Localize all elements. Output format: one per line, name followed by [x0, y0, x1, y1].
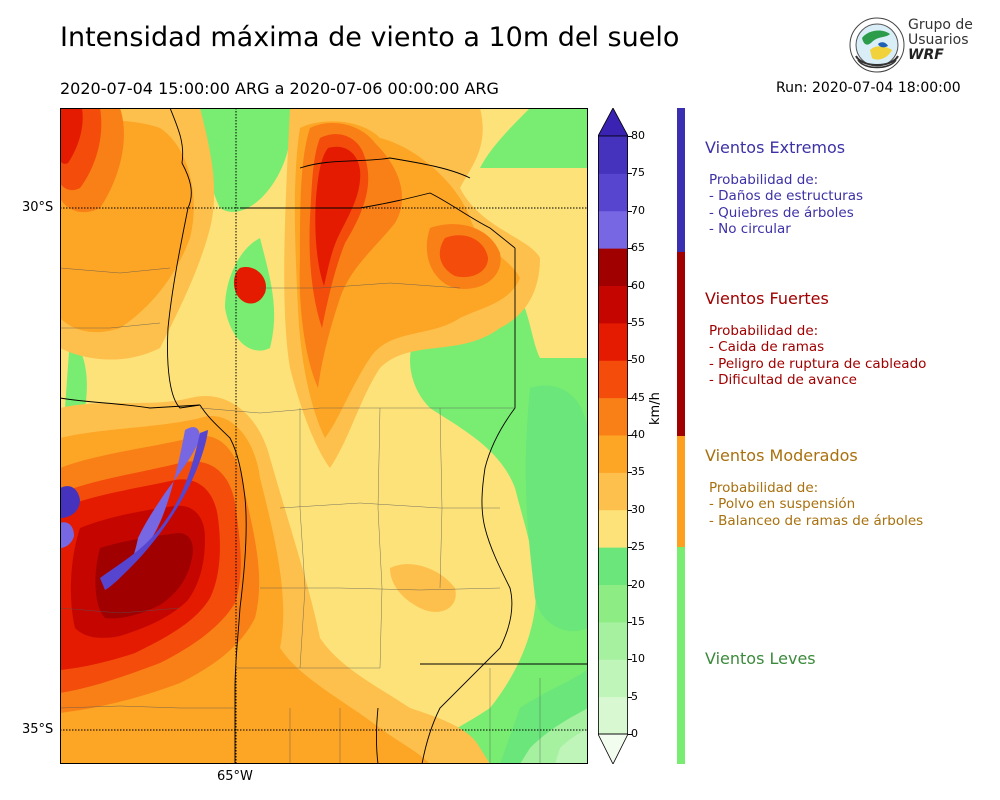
- category-bar-extreme: [677, 108, 685, 252]
- colorbar-band: [598, 397, 628, 436]
- colorbar-tick-label: 40: [631, 428, 645, 441]
- desc-line: - Polvo en suspensión: [709, 496, 856, 513]
- forecast-period: 2020-07-04 15:00:00 ARG a 2020-07-06 00:…: [60, 79, 499, 98]
- colorbar-band: [598, 509, 628, 548]
- desc-line: Probabilidad de:: [709, 480, 819, 496]
- colorbar-tick-label: 35: [631, 465, 645, 479]
- category-title-moderate: Vientos Moderados: [705, 446, 858, 465]
- colorbar-band: [598, 547, 628, 585]
- province-borders: [60, 108, 588, 764]
- colorbar-unit-label: km/h: [648, 392, 663, 425]
- colorbar-band: [598, 285, 628, 324]
- colorbar-band: [598, 360, 628, 399]
- colorbar-band: [598, 173, 628, 212]
- graticule-lines: [60, 108, 588, 764]
- colorbar-extend-min: [598, 733, 628, 764]
- colorbar-tick-mark: [628, 210, 632, 212]
- colorbar-tick-mark: [628, 173, 632, 175]
- desc-line: - Daños de estructuras: [709, 188, 864, 205]
- desc-line: - Peligro de ruptura de cableado: [709, 355, 927, 372]
- colorbar-tick-label: 45: [631, 390, 645, 404]
- colorbar-tick-mark: [628, 621, 632, 623]
- colorbar-tick-label: 25: [631, 540, 645, 554]
- colorbar-tick-label: 20: [631, 577, 645, 591]
- colorbar-band: [598, 584, 628, 623]
- colorbar-tick-label: 30: [631, 502, 645, 516]
- colorbar-tick-mark: [628, 360, 632, 362]
- colorbar-band: [598, 210, 628, 249]
- colorbar-tick-mark: [628, 397, 632, 399]
- category-bar: [677, 108, 685, 764]
- colorbar-band: [598, 322, 628, 361]
- colorbar-band: [598, 472, 628, 511]
- logo-line-2: Usuarios: [908, 32, 969, 48]
- run-time: Run: 2020-07-04 18:00:00: [776, 80, 961, 96]
- desc-line: Probabilidad de:: [709, 172, 819, 188]
- category-title-extreme: Vientos Extremos: [705, 138, 846, 157]
- colorbar-extend-max: [598, 108, 628, 137]
- globe-logo-icon: [849, 17, 905, 73]
- category-desc-extreme: Probabilidad de: - Daños de estructuras …: [709, 172, 863, 237]
- colorbar-tick-label: 0: [631, 727, 638, 740]
- lon-label-65w: 65°W: [217, 769, 253, 784]
- colorbar-tick-mark: [628, 136, 632, 137]
- colorbar-tick-mark: [628, 547, 632, 549]
- logo-line-1: Grupo de: [908, 17, 973, 33]
- colorbar-band: [598, 136, 628, 174]
- colorbar-tick-mark: [628, 472, 632, 474]
- category-desc-moderate: Probabilidad de: - Polvo en suspensión -…: [709, 480, 923, 529]
- colorbar-tick-mark: [628, 584, 632, 586]
- wind-speed-map: [60, 108, 588, 764]
- colorbar-tick-mark: [628, 435, 632, 436]
- colorbar-tick-mark: [628, 248, 632, 250]
- colorbar-outline: [598, 135, 628, 735]
- colorbar-band: [598, 248, 628, 286]
- colorbar-tick-mark: [628, 322, 632, 324]
- category-desc-strong: Probabilidad de: - Caida de ramas - Peli…: [709, 323, 926, 388]
- map-title: Intensidad máxima de viento a 10m del su…: [60, 22, 680, 53]
- logo-line-3: WRF: [908, 47, 944, 63]
- colorbar-tick-label: 15: [631, 614, 645, 628]
- colorbar-tick-mark: [628, 285, 632, 287]
- colorbar-tick-label: 75: [631, 166, 645, 180]
- colorbar-tick-label: 60: [631, 278, 645, 292]
- desc-line: - Balanceo de ramas de árboles: [709, 512, 924, 529]
- colorbar-band: [598, 659, 628, 698]
- category-title-strong: Vientos Fuertes: [705, 289, 829, 308]
- wind-speed-colorbar: [598, 108, 628, 764]
- colorbar-tick-mark: [628, 509, 632, 511]
- colorbar-tick-label: 70: [631, 203, 645, 217]
- desc-line: - No circular: [709, 220, 791, 237]
- colorbar-tick-label: 55: [631, 315, 645, 329]
- colorbar-tick-label: 80: [631, 129, 645, 142]
- colorbar-tick-label: 65: [631, 241, 645, 255]
- colorbar-band: [598, 435, 628, 473]
- extreme-wind-areas: [60, 427, 208, 590]
- colorbar-band: [598, 696, 628, 735]
- lat-label-30s: 30°S: [22, 200, 54, 215]
- desc-line: - Quiebres de árboles: [709, 204, 854, 221]
- colorbar-tick-label: 5: [631, 689, 638, 703]
- grupo-usuarios-wrf-logo: Grupo de Usuarios WRF: [848, 16, 973, 74]
- category-title-light: Vientos Leves: [705, 649, 816, 668]
- desc-line: - Caida de ramas: [709, 339, 825, 356]
- colorbar-band: [598, 621, 628, 660]
- department-borders: [60, 267, 541, 764]
- desc-line: - Dificultad de avance: [709, 371, 857, 388]
- desc-line: Probabilidad de:: [709, 323, 819, 339]
- category-bar-light: [677, 547, 685, 764]
- colorbar-tick-label: 10: [631, 652, 645, 666]
- category-bar-strong: [677, 252, 685, 436]
- colorbar-tick-label: 50: [631, 353, 645, 367]
- colorbar-tick-mark: [628, 659, 632, 661]
- lat-label-35s: 35°S: [22, 722, 54, 737]
- category-bar-moderate: [677, 436, 685, 547]
- colorbar-tick-mark: [628, 734, 632, 735]
- colorbar-tick-mark: [628, 696, 632, 698]
